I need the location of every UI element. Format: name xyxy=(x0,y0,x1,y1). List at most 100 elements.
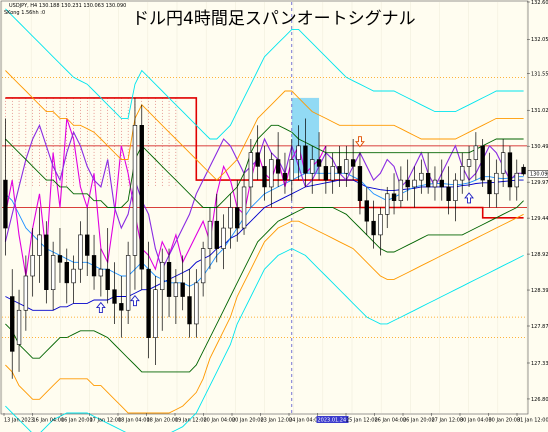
candle-body xyxy=(432,179,438,188)
candle-body xyxy=(262,166,267,188)
candle-body xyxy=(487,179,492,195)
candle-body xyxy=(132,125,138,256)
candle-body xyxy=(10,296,15,352)
chart-title: ドル円4時間足スパンオートシグナル xyxy=(132,9,416,29)
x-tick-label-highlighted: 2023.01.24 20:00 xyxy=(318,418,363,424)
candle-body xyxy=(385,193,390,215)
candle-body xyxy=(187,296,192,325)
plot-frame xyxy=(0,0,529,415)
candle-body xyxy=(275,159,281,174)
candle-body xyxy=(289,159,294,181)
candle-body xyxy=(419,172,424,181)
candle-body xyxy=(98,268,104,277)
candle-body xyxy=(330,166,335,181)
candle-body xyxy=(160,261,165,290)
candle-body xyxy=(350,159,356,167)
candle-body xyxy=(3,179,8,229)
overlay-line-purple xyxy=(4,123,524,271)
candle-body xyxy=(391,193,397,201)
candle-body xyxy=(303,145,308,174)
candle-body xyxy=(50,255,56,290)
y-tick-label: 130.495 xyxy=(531,144,548,150)
current-price-box xyxy=(527,170,548,178)
symbol-info: USDJPY, H4 130.188 130.231 130.063 130.0… xyxy=(9,3,126,9)
y-tick-label: 128.395 xyxy=(531,288,548,294)
overlay-line-blue xyxy=(5,179,524,311)
candle-body xyxy=(119,303,124,311)
x-tick-label: 26 Jan 04:00 xyxy=(375,418,407,424)
candle-body xyxy=(255,152,260,167)
candle-body xyxy=(371,220,376,236)
x-tick-label: 19 Jan 12:00 xyxy=(175,418,207,424)
overlay-line-orange-lower xyxy=(5,213,524,414)
candle-body xyxy=(344,159,349,174)
candle-body xyxy=(473,145,479,160)
candle-body xyxy=(91,255,97,277)
y-tick-label: 126.805 xyxy=(531,397,548,403)
candle-body xyxy=(221,227,226,249)
candle-body xyxy=(453,179,458,201)
candle-body xyxy=(166,261,172,297)
candle-body xyxy=(207,220,213,249)
candle-body xyxy=(228,207,233,229)
candle-body xyxy=(85,234,90,256)
candle-body xyxy=(460,166,465,181)
overlay-line-green-upper xyxy=(5,124,524,208)
candle-body xyxy=(112,289,117,304)
y-tick-label: 129.445 xyxy=(531,216,548,222)
candle-body xyxy=(494,172,499,195)
x-tick-label: 13 Jan 2023 xyxy=(4,418,34,424)
candle-body xyxy=(180,282,185,297)
y-tick-label: 132.600 xyxy=(531,0,548,6)
buy-signal-arrow xyxy=(95,301,106,313)
x-tick-label: 17 Jan 12:00 xyxy=(90,418,122,424)
candle-body xyxy=(364,200,369,222)
y-tick-label: 129.970 xyxy=(531,180,548,186)
x-tick-label: 31 Jan 12:00 xyxy=(517,418,548,424)
candle-body xyxy=(323,166,329,181)
candle-body xyxy=(310,159,315,174)
candle-body xyxy=(200,248,206,284)
candle-body xyxy=(412,179,417,188)
x-tick-label: 23 Jan 12:00 xyxy=(261,418,293,424)
x-tick-label: 20 Jan 04:00 xyxy=(204,418,236,424)
candle-body xyxy=(105,268,110,290)
candle-body xyxy=(214,220,219,249)
y-tick-label: 128.920 xyxy=(531,252,548,258)
x-tick-label: 24 Jan 04:00 xyxy=(289,418,321,424)
x-tick-label: 16 Jan 04:00 xyxy=(33,418,65,424)
candle-body xyxy=(316,159,322,167)
candle-body xyxy=(507,152,513,188)
candle-body xyxy=(466,159,472,167)
candle-body xyxy=(357,166,363,201)
candle-body xyxy=(378,214,383,236)
x-tick-label: 27 Jan 12:00 xyxy=(432,418,464,424)
sell-signal-arrow xyxy=(355,136,365,148)
candle-body xyxy=(153,289,158,338)
candle-body xyxy=(425,172,431,188)
y-tick-label: 131.555 xyxy=(531,71,548,77)
candle-body xyxy=(139,125,144,270)
overlay-line-orange-upper xyxy=(5,70,524,181)
candle-body xyxy=(269,159,274,188)
candle-body xyxy=(23,275,29,311)
candle-body xyxy=(78,234,83,270)
candle-body xyxy=(235,207,240,229)
x-tick-label: 30 Jan 20:00 xyxy=(489,418,521,424)
candle-body xyxy=(405,179,410,188)
y-tick-label: 127.330 xyxy=(531,361,548,367)
candle-body xyxy=(37,234,42,256)
candle-body xyxy=(57,255,63,263)
candle-body xyxy=(500,152,506,174)
candle-body xyxy=(296,145,301,160)
candle-body xyxy=(30,255,35,277)
x-label-highlight xyxy=(316,416,349,423)
candle-body xyxy=(146,268,151,338)
candle-body xyxy=(521,166,526,175)
candle-body xyxy=(337,166,342,174)
x-tick-label: 25 Jan 12:00 xyxy=(346,418,378,424)
candle-body xyxy=(248,152,254,188)
candle-body xyxy=(125,255,131,311)
